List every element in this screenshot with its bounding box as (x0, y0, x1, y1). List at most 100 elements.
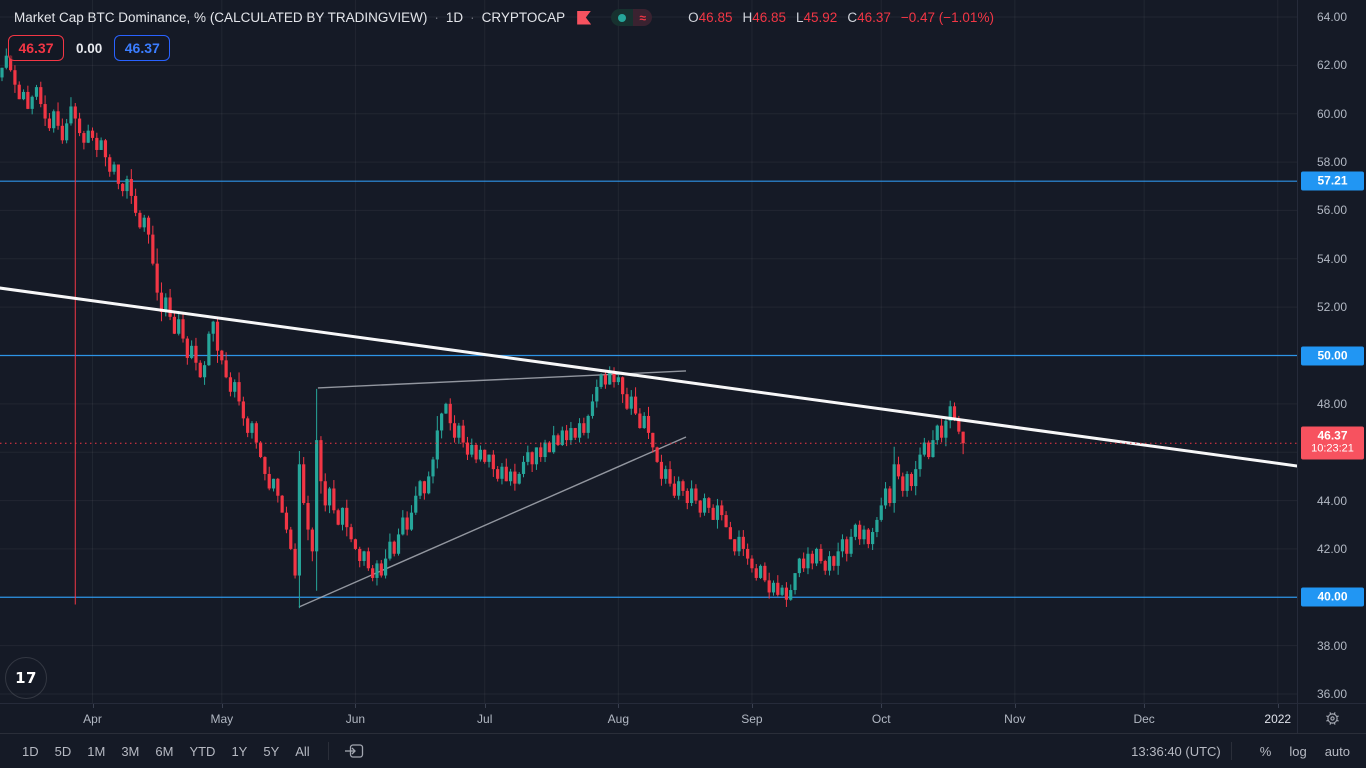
bookmark-flag-icon (577, 10, 592, 25)
price-axis[interactable]: 64.00 62.00 60.00 58.00 56.00 54.00 52.00 50.00… (1297, 0, 1366, 703)
price-tick-label: 64.00 (1316, 10, 1348, 24)
candle-body (121, 183, 125, 192)
candle-body (892, 464, 896, 503)
time-axis[interactable]: Apr May Jun Jul Aug Sep Oct Nov Dec 2022 (0, 703, 1297, 733)
close-label: C (847, 10, 858, 25)
candle-body (30, 96, 34, 109)
candle-body (720, 505, 724, 516)
range-button-ytd[interactable]: YTD (189, 743, 216, 759)
range-button-1d[interactable]: 1D (22, 743, 39, 759)
candle-body (914, 469, 918, 487)
time-tickmark (751, 704, 753, 708)
candle-body (448, 403, 452, 424)
buy-button[interactable]: 46.37 (114, 35, 171, 61)
candle-body (366, 551, 370, 569)
candle-body (362, 551, 366, 562)
chart-pane[interactable]: Market Cap BTC Dominance, % (CALCULATED … (0, 0, 1297, 703)
go-to-date-button[interactable] (339, 741, 370, 761)
range-button-1m[interactable]: 1M (87, 743, 106, 759)
price-tick-label: 56.00 (1316, 203, 1348, 218)
tradingview-logo[interactable]: 17 (5, 657, 47, 699)
percent-scale-button[interactable]: % (1259, 743, 1272, 759)
candle-body (733, 539, 737, 552)
range-button-5y[interactable]: 5Y (263, 743, 280, 759)
candle-body (948, 406, 952, 421)
candlestick-chart[interactable] (0, 0, 1297, 703)
candle-body (280, 495, 284, 513)
interval-label[interactable]: 1D (445, 10, 464, 25)
candle-body (814, 548, 819, 564)
candle-body (457, 425, 461, 438)
range-button-3m[interactable]: 3M (121, 743, 140, 759)
candle-body (172, 316, 176, 334)
candle-body (508, 471, 513, 482)
candle-body (327, 488, 332, 506)
delayed-data-icon: ≈ (633, 9, 653, 26)
candle-body (901, 476, 905, 491)
candle-body (211, 321, 215, 334)
price-line-badge: 40.00 (1301, 587, 1364, 607)
candle-body (129, 178, 133, 196)
candle-body (746, 548, 750, 559)
candle-body (827, 556, 832, 571)
range-button-5d[interactable]: 5D (54, 743, 72, 759)
candle-body (552, 435, 556, 453)
symbol-title[interactable]: Market Cap BTC Dominance, % (CALCULATED … (14, 10, 428, 25)
legend-separator: · (470, 10, 475, 25)
candle-body (819, 548, 823, 562)
candle-body (315, 440, 319, 552)
candle-body (543, 442, 547, 458)
candle-body (134, 195, 138, 213)
candle-body (302, 464, 306, 503)
candle-body (823, 561, 827, 571)
candle-body (440, 413, 444, 431)
candle-body (849, 536, 853, 554)
candle-body (767, 580, 771, 593)
candle-body (151, 234, 155, 264)
candle-body (52, 111, 56, 129)
candle-body (271, 478, 276, 489)
candle-body (780, 587, 784, 595)
candle-body (586, 415, 590, 433)
white-downtrend-line[interactable] (0, 286, 1297, 468)
candle-body (185, 338, 189, 358)
candle-body (621, 377, 625, 395)
range-button-all[interactable]: All (295, 743, 310, 759)
toolbar-divider (1230, 742, 1232, 760)
auto-scale-button[interactable]: auto (1324, 743, 1350, 759)
bottom-toolbar: 1D 5D 1M 3M 6M YTD 1Y 5Y All 13:36:40 (UTC) % lo… (0, 733, 1366, 768)
candle-body (715, 505, 720, 520)
candle-body (797, 558, 801, 574)
candle-body (879, 505, 883, 520)
candle-body (629, 396, 633, 409)
tradingview-logo-glyph: 17 (15, 669, 37, 687)
session-clock[interactable]: 13:36:40 (UTC) (1131, 743, 1221, 759)
candle-body (845, 539, 849, 554)
market-status-pill[interactable]: ≈ (611, 9, 653, 26)
candle-body (517, 473, 521, 484)
candle-body (793, 573, 797, 591)
candle-body (146, 217, 151, 235)
candle-body (215, 321, 220, 351)
range-button-1y[interactable]: 1Y (231, 743, 248, 759)
candle-body (616, 377, 620, 383)
candle-body (340, 507, 345, 525)
candle-body (427, 476, 431, 494)
axis-settings-corner[interactable] (1297, 703, 1366, 733)
candle-body (944, 420, 948, 438)
candle-body (336, 510, 340, 525)
open-value: 46.85 (698, 10, 733, 25)
triangle-lower-line[interactable] (298, 436, 687, 608)
price-tick-label: 58.00 (1316, 155, 1348, 170)
time-tick-label: Aug (607, 712, 630, 726)
candle-body (332, 488, 336, 511)
candle-body (431, 459, 435, 477)
price-tick-label: 54.00 (1316, 251, 1348, 266)
candle-body (108, 157, 112, 172)
range-button-6m[interactable]: 6M (155, 743, 174, 759)
exchange-label[interactable]: CRYPTOCAP (481, 10, 566, 25)
candle-body (802, 558, 806, 569)
sell-button[interactable]: 46.37 (8, 35, 64, 61)
log-scale-button[interactable]: log (1289, 743, 1307, 759)
candle-body (155, 263, 159, 293)
